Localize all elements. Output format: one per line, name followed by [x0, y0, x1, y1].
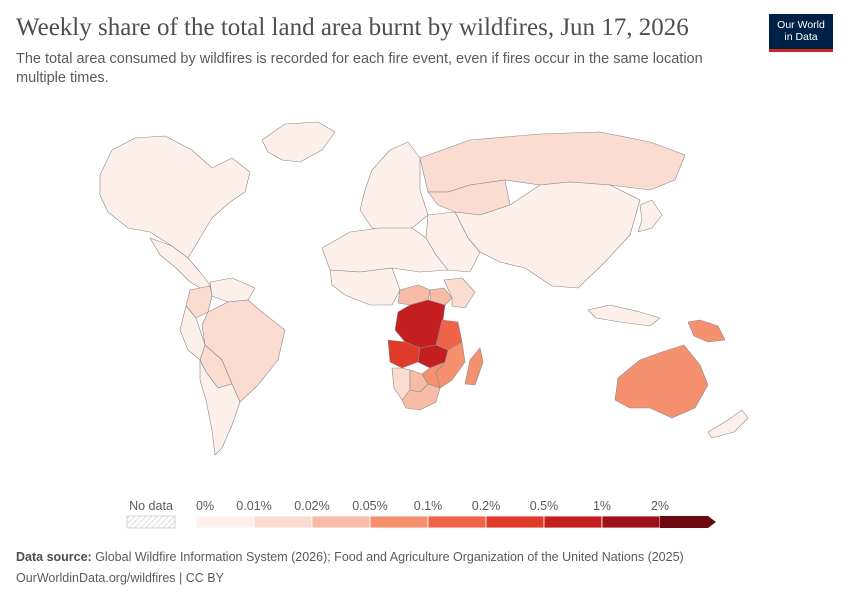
logo-line-2: in Data: [784, 31, 818, 43]
region-madagascar[interactable]: [464, 347, 484, 386]
chart-subtitle: The total area consumed by wildfires is …: [16, 51, 703, 86]
region-venezuela[interactable]: [209, 277, 256, 303]
region-asia[interactable]: [454, 181, 641, 289]
region-southern-south-america[interactable]: [199, 359, 241, 456]
owid-logo[interactable]: Our World in Data: [769, 14, 833, 52]
chart-title: Weekly share of the total land area burn…: [16, 14, 689, 41]
logo-accent-bar: [769, 49, 833, 52]
source-label: Data source:: [16, 550, 92, 564]
region-greenland[interactable]: [261, 121, 336, 163]
region-australia[interactable]: [614, 344, 709, 419]
region-west-africa[interactable]: [329, 267, 401, 306]
region-indonesia[interactable]: [587, 304, 661, 327]
region-europe[interactable]: [359, 141, 429, 233]
region-north-america[interactable]: [99, 135, 251, 259]
region-papua-new-guinea[interactable]: [687, 319, 726, 343]
region-japan[interactable]: [637, 199, 663, 233]
source-text: Global Wildfire Information System (2026…: [91, 550, 684, 564]
region-ethiopia[interactable]: [443, 277, 476, 309]
region-south-africa[interactable]: [401, 383, 441, 411]
logo-line-1: Our World: [777, 19, 825, 31]
footer: Data source: Global Wildfire Information…: [16, 547, 684, 589]
region-russia[interactable]: [419, 131, 686, 193]
region-new-zealand[interactable]: [707, 409, 749, 439]
url-line[interactable]: OurWorldinData.org/wildfires | CC BY: [16, 571, 224, 585]
source-line: Data source: Global Wildfire Information…: [16, 547, 684, 568]
